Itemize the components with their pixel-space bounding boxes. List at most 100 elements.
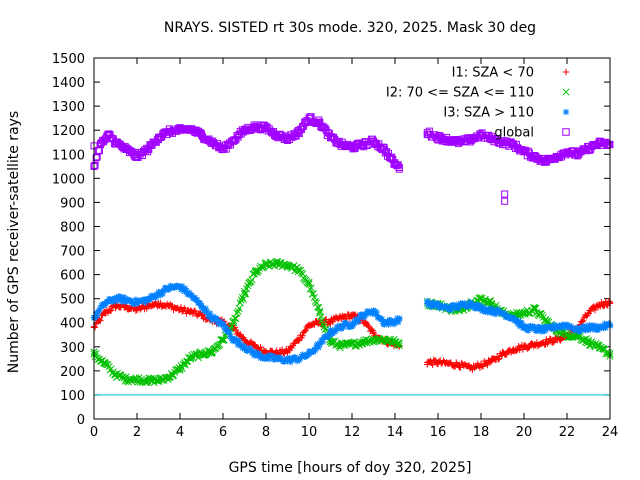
data-point — [542, 338, 549, 346]
data-point — [316, 119, 324, 127]
series-i1-sza-70 — [90, 297, 614, 373]
data-point — [241, 343, 248, 350]
data-point — [596, 324, 603, 331]
data-point — [101, 309, 108, 317]
series-3-segment-1 — [423, 127, 614, 166]
series-i3-sza-110 — [90, 282, 614, 366]
data-point — [230, 336, 237, 343]
x-tick-label: 2 — [133, 425, 141, 440]
data-point — [219, 336, 227, 344]
legend-label: I2: 70 <= SZA <= 110 — [386, 86, 534, 101]
data-point — [520, 148, 528, 156]
data-point — [144, 296, 151, 304]
data-point — [531, 305, 539, 314]
series-global — [90, 113, 614, 205]
data-point — [198, 302, 205, 310]
data-point — [424, 300, 431, 307]
data-point — [510, 346, 517, 353]
data-point — [165, 373, 173, 381]
data-point — [197, 350, 206, 358]
data-point — [273, 131, 281, 139]
data-point — [380, 145, 388, 153]
data-point — [144, 376, 152, 385]
data-point — [520, 324, 528, 331]
data-point — [176, 364, 184, 373]
data-point — [348, 320, 356, 328]
data-point — [219, 321, 227, 329]
data-point — [305, 321, 313, 329]
y-tick-label: 900 — [60, 196, 85, 211]
x-tick-label: 8 — [262, 425, 270, 440]
data-point — [295, 355, 302, 363]
data-point — [369, 336, 378, 344]
data-point — [574, 150, 582, 158]
data-point — [198, 312, 205, 319]
data-point — [541, 316, 550, 324]
data-point — [585, 144, 592, 152]
data-point — [445, 305, 452, 312]
y-tick-label: 200 — [60, 365, 85, 380]
x-tick-label: 18 — [473, 425, 490, 440]
x-tick-label: 14 — [387, 425, 404, 440]
legend-label: global — [494, 126, 534, 141]
data-point — [391, 338, 399, 346]
data-point — [531, 341, 538, 348]
y-tick-label: 1100 — [52, 148, 85, 163]
data-point — [241, 336, 248, 343]
data-point — [531, 153, 539, 161]
data-point — [348, 340, 356, 348]
x-tick-label: 20 — [516, 425, 533, 440]
data-point — [101, 360, 109, 368]
data-point — [295, 336, 302, 343]
data-point — [542, 157, 549, 165]
data-point — [542, 326, 549, 334]
data-point — [467, 300, 474, 307]
data-point — [187, 125, 195, 133]
data-point — [155, 300, 162, 307]
x-tick-label: 16 — [430, 425, 447, 440]
data-point — [166, 302, 173, 310]
outlier-point — [501, 190, 509, 198]
legend-marker — [562, 128, 570, 136]
x-tick-label: 12 — [344, 425, 361, 440]
data-point — [284, 135, 291, 143]
plot-frame — [93, 57, 611, 420]
data-point — [499, 350, 506, 358]
data-point — [488, 299, 496, 308]
data-point — [563, 331, 571, 339]
data-point — [434, 359, 442, 366]
data-point — [208, 138, 216, 146]
data-point — [327, 318, 334, 325]
legend-marker — [562, 88, 570, 96]
x-tick-label: 24 — [602, 425, 619, 440]
legend-marker — [562, 108, 570, 116]
y-tick-label: 100 — [60, 389, 85, 404]
legend: I1: SZA < 70 I2: 70 <= SZA <= 110 I3: SZA … — [386, 66, 570, 141]
data-point — [230, 319, 238, 327]
data-point — [509, 141, 517, 149]
data-point — [111, 370, 120, 379]
data-point — [395, 339, 403, 347]
data-point — [251, 268, 259, 276]
data-point — [230, 136, 238, 144]
data-point — [101, 300, 108, 307]
data-point — [391, 160, 399, 168]
data-point — [477, 305, 485, 312]
data-point — [123, 296, 130, 304]
data-point — [209, 314, 216, 322]
x-tick-label: 0 — [90, 425, 98, 440]
data-point — [262, 354, 270, 361]
data-point — [90, 162, 98, 170]
legend-marker — [562, 68, 570, 76]
data-point — [155, 290, 162, 298]
data-point — [338, 314, 345, 322]
y-tick-label: 600 — [60, 269, 85, 284]
data-point — [380, 336, 388, 344]
data-point — [552, 153, 560, 161]
y-tick-label: 800 — [60, 220, 85, 235]
x-tick-label: 10 — [301, 425, 318, 440]
data-point — [585, 309, 592, 317]
data-point — [359, 312, 366, 319]
